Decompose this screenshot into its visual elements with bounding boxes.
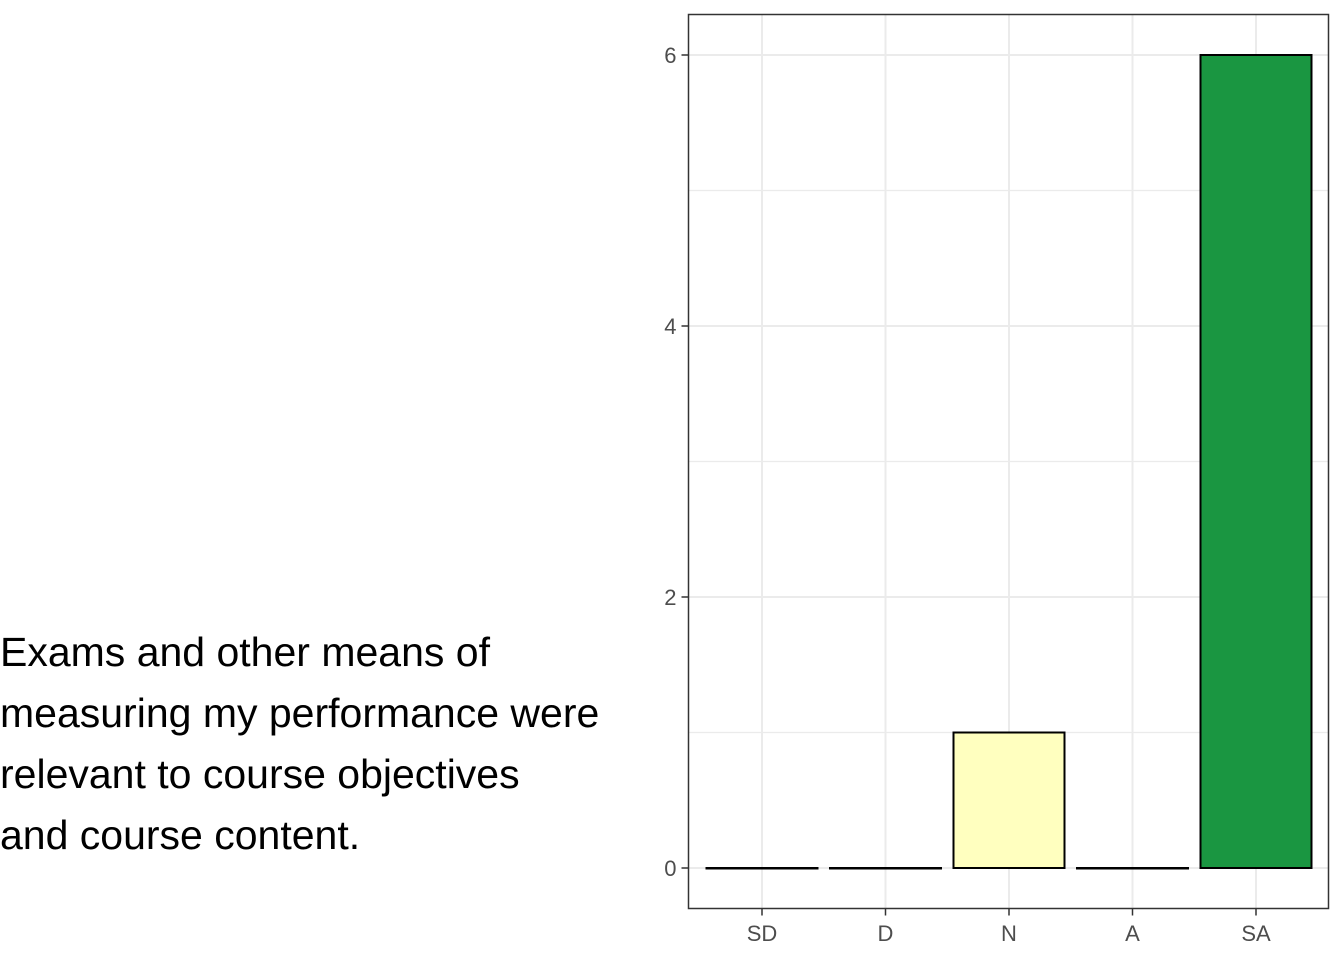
x-tick-label: SA (1241, 921, 1271, 946)
question-text: Exams and other means of measuring my pe… (0, 622, 650, 866)
bar-sa (1199, 54, 1313, 869)
y-tick-label: 2 (664, 585, 676, 610)
question-line: Exams and other means of (0, 629, 490, 675)
bars (705, 54, 1313, 870)
y-tick-label: 4 (664, 314, 676, 339)
x-tick-label: D (878, 921, 894, 946)
bar-n (952, 731, 1066, 869)
question-line: and course content. (0, 812, 361, 858)
x-tick-label: A (1125, 921, 1140, 946)
x-tick-label: N (1001, 921, 1017, 946)
question-line: relevant to course objectives (0, 751, 520, 797)
bar-sd (705, 867, 819, 870)
question-line: measuring my performance were (0, 690, 600, 736)
y-tick-label: 0 (664, 856, 676, 881)
bar-d (829, 867, 942, 870)
x-tick-label: SD (747, 921, 778, 946)
panel-border (687, 13, 1330, 910)
axes: 0 2 4 6 SD D N A SA (664, 43, 1271, 946)
y-tick-label: 6 (664, 43, 676, 68)
bar-a (1076, 867, 1189, 870)
